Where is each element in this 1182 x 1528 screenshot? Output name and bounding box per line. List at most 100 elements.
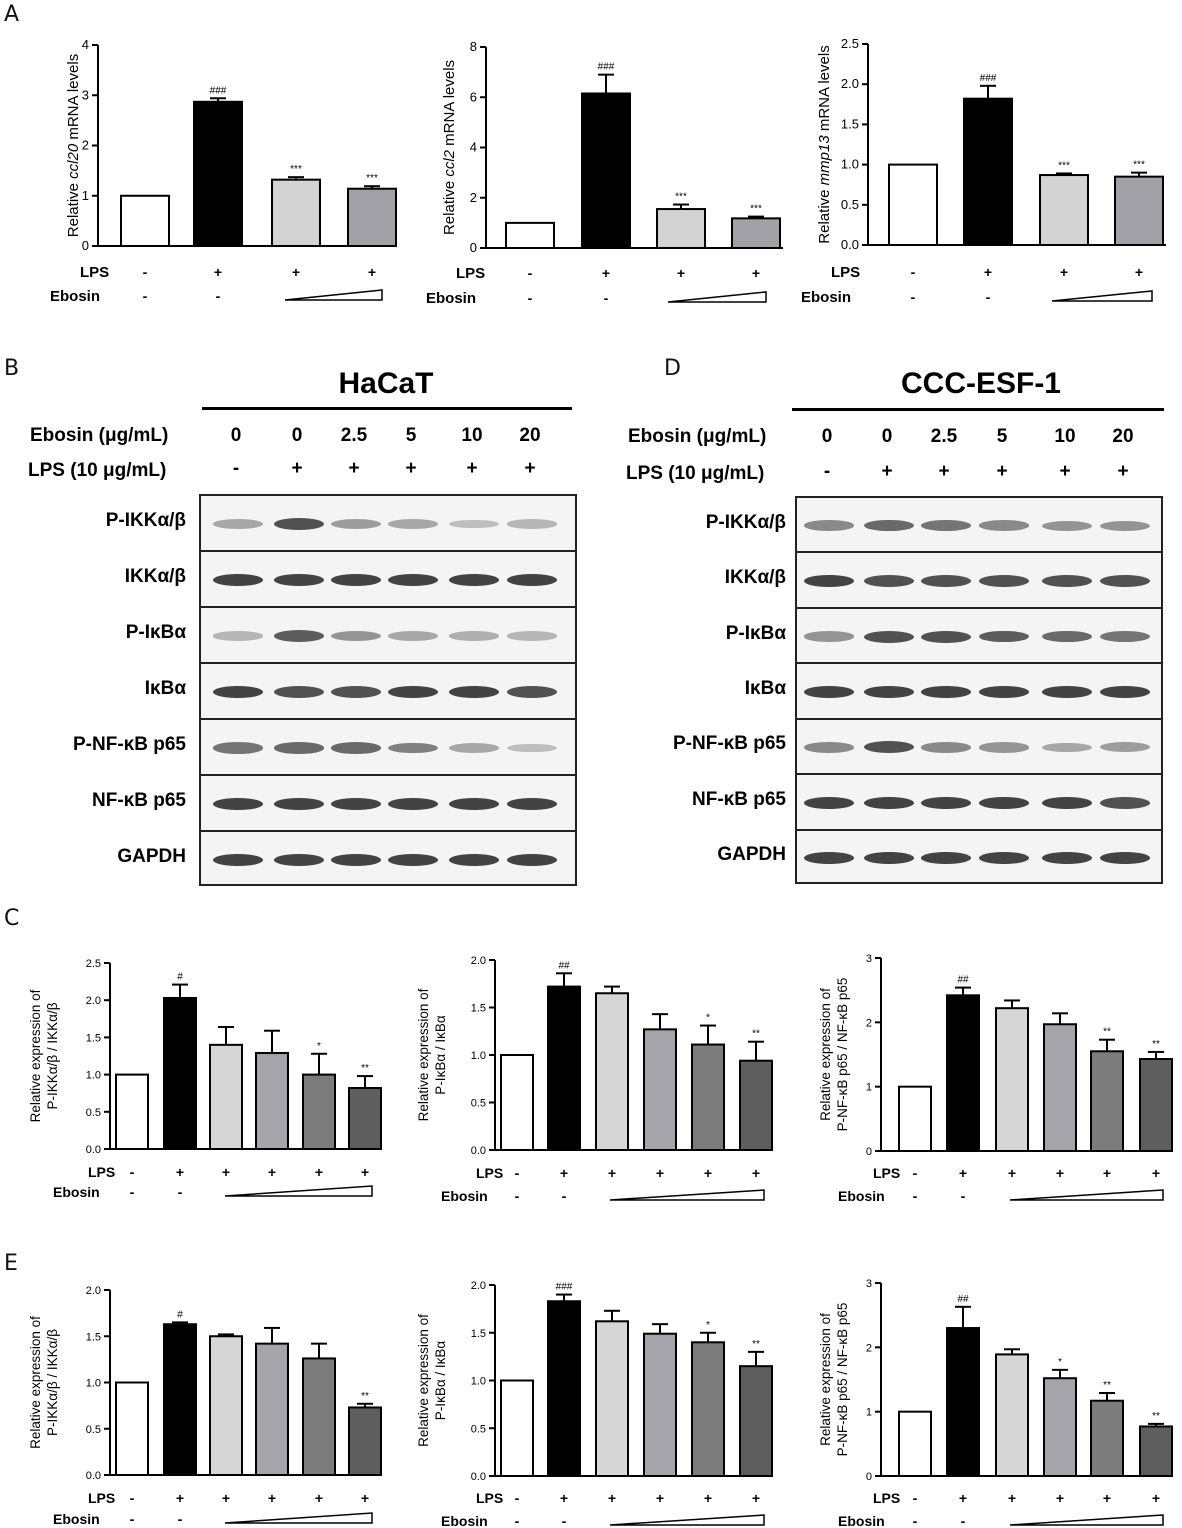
bar [209,1043,243,1150]
protein-band [507,631,557,641]
lps-sign: + [524,458,536,479]
ebosin-sign: - [216,288,221,304]
protein-band [507,743,557,753]
protein-band [449,797,499,811]
protein-band [804,631,854,642]
ebosin-dose-value: 20 [519,425,541,446]
significance-mark: *** [750,204,762,215]
y-tick-label: 3 [82,87,89,102]
chart-group: 0 1 2 3 Relative expression of P-NF-κB p65 / … [818,953,1173,1204]
lps-sign: + [1103,1490,1111,1506]
protein-band [1042,796,1092,810]
blot-strip [797,498,1161,554]
significance-mark: * [706,1320,710,1331]
protein-band [388,742,438,754]
protein-band [979,796,1029,810]
bar [1043,1377,1077,1478]
bar [1043,1023,1077,1152]
protein-band [921,575,971,588]
bar [547,985,581,1151]
protein-band [1042,520,1092,531]
ebosin-sign: - [130,1511,135,1527]
lps-sign: + [176,1490,184,1506]
ebosin-label: Ebosin [838,1188,885,1204]
lps-sign: + [1152,1165,1160,1181]
y-tick-label: 8 [470,39,477,54]
y-axis-label: Relative expression of [416,1314,431,1447]
ebosin-sign: - [562,1513,567,1528]
protein-band [274,573,324,587]
protein-band [507,853,557,867]
panel-label-c: C [4,906,20,931]
protein-band [1042,575,1092,588]
significance-mark: * [706,1013,710,1024]
bar [691,1341,725,1478]
lps-sign: + [959,1490,967,1506]
protein-band [921,520,971,532]
lps-sign: + [1152,1490,1160,1506]
protein-band [331,742,381,754]
blot-row-label: P-NF-κB p65 [73,734,186,755]
protein-band [1042,630,1092,643]
bar [347,187,397,247]
y-tick-label: 1.5 [471,1003,486,1015]
lps-sign: - [823,461,831,482]
lps-sign: + [291,458,303,479]
protein-band [388,685,438,699]
bar [1090,1399,1124,1477]
y-axis-label: P-IKKα/β / IKKα/β [45,1329,60,1436]
protein-band [1042,852,1092,865]
lps-sign: + [1008,1490,1016,1506]
dose-wedge [667,291,767,303]
bar [595,1320,629,1478]
lps-sign: + [368,264,376,280]
blot-row-label: GAPDH [117,846,186,867]
bar [946,994,980,1153]
lps-sign: + [1056,1490,1064,1506]
lps-sign: + [704,1165,712,1181]
protein-band [274,853,324,867]
protein-band [274,797,324,811]
protein-band [864,630,914,643]
bar [500,1054,534,1151]
lps-sign: + [1056,1165,1064,1181]
blot-membrane [199,494,577,886]
lps-sign: + [1135,264,1143,280]
protein-band [979,742,1029,753]
lps-label: LPS [476,1165,503,1181]
y-axis-label: Relative mmp13 mRNA levels [816,45,833,243]
bar [120,194,170,247]
significance-mark: # [177,972,183,983]
bar [739,1365,773,1478]
significance-mark: ** [1103,1380,1111,1391]
lps-sign: + [704,1490,712,1506]
protein-band [331,853,381,867]
blot-strip [797,831,1161,886]
bar [1139,1425,1173,1478]
ebosin-label: Ebosin [441,1188,488,1204]
ebosin-sign: - [178,1511,183,1527]
ebosin-label: Ebosin [426,290,476,307]
y-axis-label: Relative expression of [28,989,43,1122]
ebosin-sign: - [515,1513,520,1528]
blot-row-label: IKKα/β [724,567,786,589]
y-tick-label: 0.0 [86,1470,101,1482]
ebosin-sign: - [562,1188,567,1204]
protein-band [213,742,263,754]
ebosin-sign: - [604,290,609,306]
lps-sign: + [938,461,950,482]
blot-strip [797,720,1161,776]
lps-sign: + [608,1165,616,1181]
blot-strip [201,552,575,608]
protein-band [864,685,914,699]
dose-wedge [609,1514,765,1526]
blot-row-label: P-NF-κB p65 [673,733,786,755]
protein-band [388,797,438,811]
bar [643,1028,677,1151]
protein-band [507,797,557,811]
blot-row-label: P-IKKα/β [105,510,186,531]
lps-sign: + [1059,461,1071,482]
ebosin-sign: - [913,1188,918,1204]
protein-band [979,520,1029,531]
